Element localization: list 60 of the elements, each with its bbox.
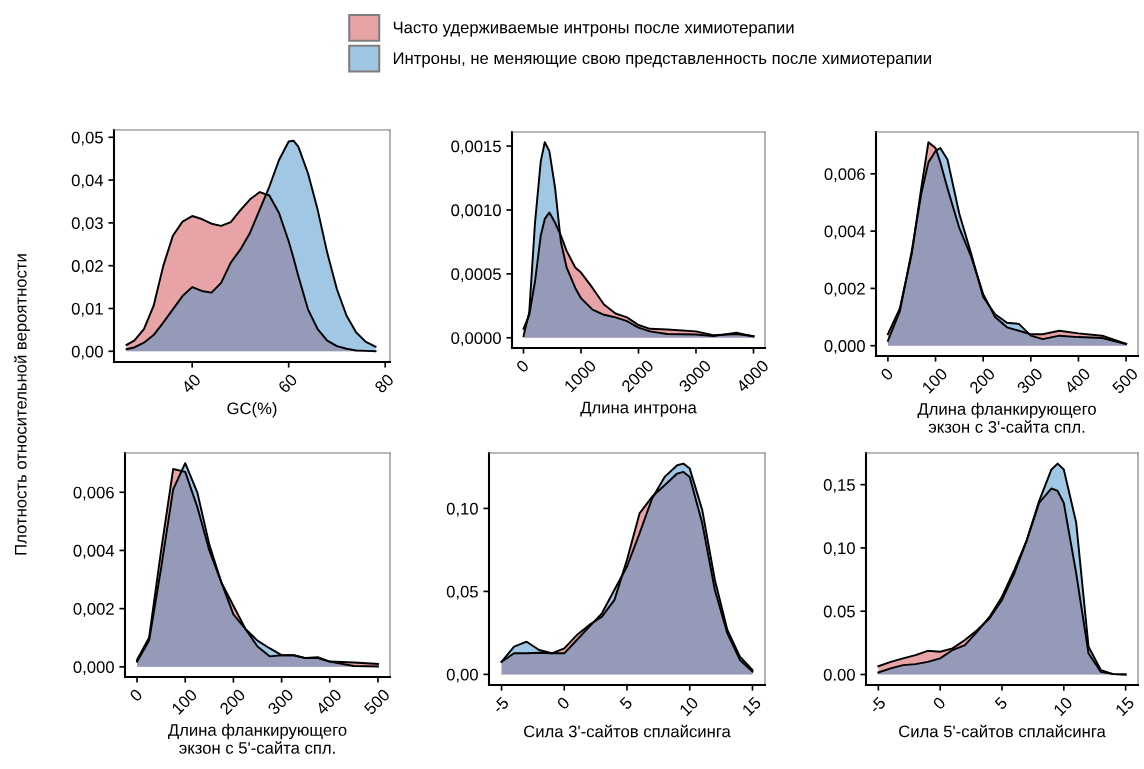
y-tick-label: 0,0005 (451, 268, 501, 283)
y-tick-label: 0,0010 (451, 204, 501, 219)
x-tick-label: 300 (1016, 367, 1044, 395)
x-tick-label: 15 (1114, 696, 1135, 717)
y-tick-label: 0.00 (823, 668, 855, 681)
x-tick-label: 5 (994, 696, 1008, 711)
y-tick-label: 0,002 (73, 603, 114, 617)
y-tick-label: 0,10 (446, 502, 478, 517)
y-tick-label: 0,0000 (451, 332, 501, 346)
x-tick-label: 15 (741, 696, 762, 717)
x-tick-label: 0 (515, 359, 530, 374)
x-axis-title: Длина интрона (580, 401, 697, 417)
x-tick-label: 0 (932, 696, 947, 711)
x-tick-label: 200 (218, 688, 246, 716)
x-axis-title: GC(%) (227, 402, 277, 418)
x-tick-label: 300 (267, 688, 295, 716)
x-tick-label: 10 (1052, 696, 1074, 717)
y-tick-label: 0,15 (823, 479, 855, 493)
y-tick-label: 0,000 (824, 340, 865, 354)
x-tick-label: 10 (678, 696, 699, 717)
y-tick-label: 0,004 (824, 225, 866, 240)
x-tick-label: 400 (1063, 367, 1091, 395)
y-tick-label: 0,00 (446, 668, 478, 683)
x-axis-title: Длина фланкирующего экзон с 3'-сайта спл. (917, 402, 1096, 433)
y-tick-label: 0,000 (73, 661, 114, 675)
x-tick-label: 80 (373, 373, 395, 394)
y-tick-label: 0,05 (71, 131, 103, 146)
y-tick-label: 0,0015 (451, 140, 501, 155)
y-tick-label: 0,01 (71, 302, 103, 317)
x-tick-label: 0 (556, 696, 571, 711)
x-tick-label: 100 (921, 367, 949, 394)
y-tick-label: 0.05 (823, 605, 855, 618)
y-tick-label: 0,006 (824, 168, 865, 182)
x-tick-label: 400 (315, 688, 343, 716)
legend-label: Часто удерживаемые интроны после химиотерапии (393, 21, 794, 37)
y-tick-label: 0,00 (71, 345, 103, 360)
x-tick-label: 200 (968, 367, 996, 395)
x-axis-title: Сила 3'-сайтов сплайсинга (524, 724, 731, 738)
x-tick-label: 0 (129, 688, 144, 703)
y-tick-label: 0,03 (71, 217, 103, 232)
y-tick-label: 0,05 (446, 585, 478, 600)
x-tick-label: -5 (491, 696, 510, 715)
x-axis-title: Длина фланкирующего экзон с 5'-сайта спл. (168, 723, 347, 754)
x-tick-label: 60 (277, 373, 298, 394)
x-tick-label: 500 (1111, 367, 1139, 395)
y-tick-label: 0,10 (823, 542, 855, 557)
y-tick-label: 0,002 (824, 282, 865, 297)
x-axis-title: Сила 5'-сайтов сплайсинга (899, 724, 1106, 738)
x-tick-label: 40 (180, 373, 202, 394)
y-axis-title: Плотность относительной вероятности (14, 254, 30, 555)
x-tick-label: 500 (363, 688, 391, 716)
x-tick-label: -5 (868, 696, 887, 715)
y-tick-label: 0,006 (73, 486, 114, 501)
legend-label: Интроны, не меняющие свою представленность после химиотерапии (393, 52, 931, 68)
y-tick-label: 0,004 (73, 544, 115, 559)
y-tick-label: 0,04 (71, 174, 104, 189)
y-tick-label: 0,02 (71, 260, 103, 274)
x-tick-label: 5 (619, 696, 633, 711)
x-tick-label: 0 (879, 367, 894, 382)
x-tick-label: 100 (171, 688, 198, 715)
